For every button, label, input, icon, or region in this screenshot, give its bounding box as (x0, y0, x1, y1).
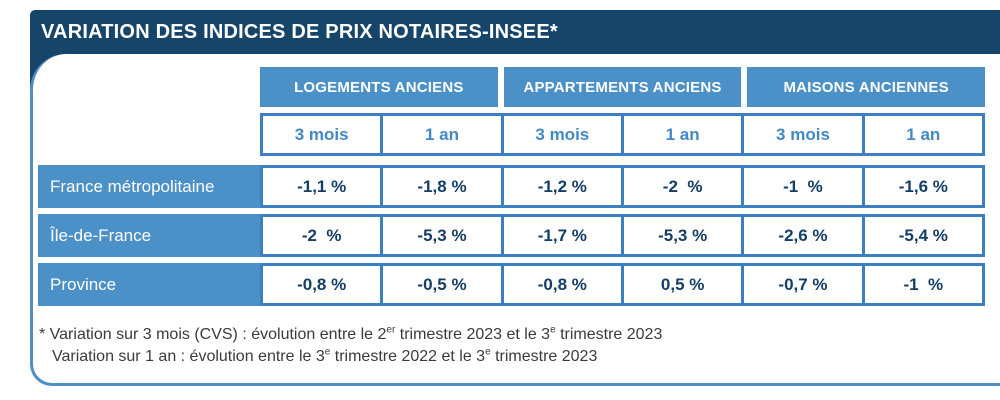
value-cell: 0,5 % (620, 263, 745, 306)
row-label-ile-de-france: Île-de-France (38, 214, 260, 257)
footnote-line-2: Variation sur 1 an : évolution entre le … (52, 346, 598, 365)
subheader-1an: 1 an (380, 113, 504, 156)
page-title: VARIATION DES INDICES DE PRIX NOTAIRES-I… (41, 21, 558, 43)
table-group-header-row: LOGEMENTS ANCIENS APPARTEMENTS ANCIENS M… (38, 67, 986, 107)
value-cell: -1,8 % (380, 165, 504, 208)
value-cell: -0,5 % (380, 263, 504, 306)
value-cell: -1 % (861, 263, 985, 306)
subheader-1an: 1 an (861, 113, 985, 156)
header-spacer (38, 67, 260, 107)
subheader-3mois: 3 mois (741, 113, 865, 156)
subheader-1an: 1 an (620, 113, 745, 156)
subheader-3mois: 3 mois (260, 113, 384, 156)
row-label-province: Province (38, 263, 260, 306)
column-group-maisons: MAISONS ANCIENNES (747, 67, 986, 107)
footnote: * Variation sur 3 mois (CVS) : évolution… (39, 324, 1000, 368)
value-cell: -0,8 % (500, 263, 624, 306)
value-cell: -1,7 % (500, 214, 624, 257)
value-cell: -1,6 % (861, 165, 985, 208)
value-cell: -0,8 % (260, 263, 384, 306)
value-cell: -5,3 % (620, 214, 745, 257)
title-bar: VARIATION DES INDICES DE PRIX NOTAIRES-I… (30, 10, 1000, 55)
value-cell: -0,7 % (741, 263, 865, 306)
footnote-line-1: * Variation sur 3 mois (CVS) : évolution… (39, 324, 663, 343)
value-cell: -5,3 % (380, 214, 504, 257)
superscript: e (485, 346, 491, 358)
subheader-3mois: 3 mois (500, 113, 624, 156)
superscript: e (550, 324, 556, 336)
value-cell: -2 % (260, 214, 384, 257)
superscript: e (324, 346, 331, 358)
table-subheader-row: 3 mois 1 an 3 mois 1 an 3 mois 1 an (38, 113, 985, 156)
table-row: Île-de-France -2 % -5,3 % -1,7 % -5,3 % … (38, 214, 985, 257)
table-row: Province -0,8 % -0,5 % -0,8 % 0,5 % -0,7… (38, 263, 985, 306)
value-cell: -2 % (620, 165, 745, 208)
value-cell: -1 % (741, 165, 865, 208)
row-label-france-metropolitaine: France métropolitaine (38, 165, 260, 208)
header-spacer (38, 113, 260, 156)
value-cell: -1,1 % (260, 165, 384, 208)
value-cell: -2,6 % (741, 214, 865, 257)
table-row: France métropolitaine -1,1 % -1,8 % -1,2… (38, 165, 985, 208)
column-group-appartements: APPARTEMENTS ANCIENS (503, 67, 742, 107)
value-cell: -5,4 % (861, 214, 985, 257)
table-panel: LOGEMENTS ANCIENS APPARTEMENTS ANCIENS M… (30, 54, 1000, 386)
column-group-logements: LOGEMENTS ANCIENS (260, 67, 498, 107)
superscript: er (386, 324, 396, 336)
value-cell: -1,2 % (500, 165, 624, 208)
price-index-table: LOGEMENTS ANCIENS APPARTEMENTS ANCIENS M… (38, 67, 986, 306)
